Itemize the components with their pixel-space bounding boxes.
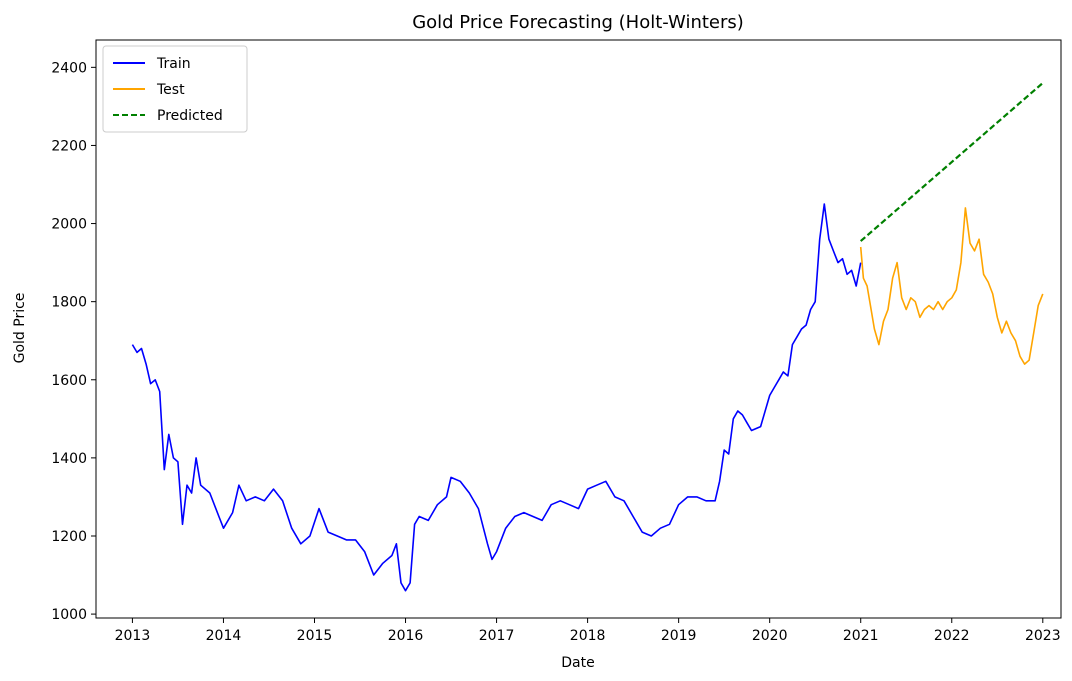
plot-series [131, 82, 1044, 592]
x-tick-label: 2023 [1025, 628, 1061, 644]
y-tick-label: 2200 [51, 138, 87, 154]
series-line-test [859, 207, 1044, 365]
series-line-train [131, 203, 862, 592]
x-tick-label: 2016 [388, 628, 424, 644]
legend-box [102, 45, 248, 133]
legend: Train Test Predicted [102, 45, 248, 133]
x-tick-label: 2019 [661, 628, 697, 644]
y-tick-label: 1200 [51, 529, 87, 545]
x-tick-label: 2017 [479, 628, 515, 644]
y-tick-label: 1400 [51, 451, 87, 467]
y-axis: 1000 1200 1400 1600 1800 2000 2200 2400 [51, 60, 96, 623]
x-tick-label: 2013 [115, 628, 151, 644]
legend-label-train: Train [156, 56, 191, 72]
x-tick-label: 2018 [570, 628, 606, 644]
y-tick-label: 2400 [51, 60, 87, 76]
x-tick-label: 2020 [752, 628, 788, 644]
series-line-predicted [859, 82, 1044, 242]
x-axis-label: Date [561, 655, 594, 671]
y-tick-label: 2000 [51, 217, 87, 233]
x-tick-label: 2022 [934, 628, 970, 644]
y-axis-label: Gold Price [12, 293, 28, 364]
y-tick-label: 1800 [51, 295, 87, 311]
chart-title: Gold Price Forecasting (Holt-Winters) [412, 12, 744, 33]
x-tick-label: 2021 [843, 628, 879, 644]
x-axis: 2013 2014 2015 2016 2017 2018 2019 2020 2021 2022… [115, 618, 1061, 644]
x-tick-label: 2014 [206, 628, 242, 644]
y-tick-label: 1600 [51, 373, 87, 389]
y-tick-label: 1000 [51, 607, 87, 623]
x-tick-label: 2015 [297, 628, 333, 644]
legend-label-predicted: Predicted [157, 108, 223, 124]
legend-label-test: Test [156, 82, 185, 98]
plot-frame [95, 39, 1062, 619]
